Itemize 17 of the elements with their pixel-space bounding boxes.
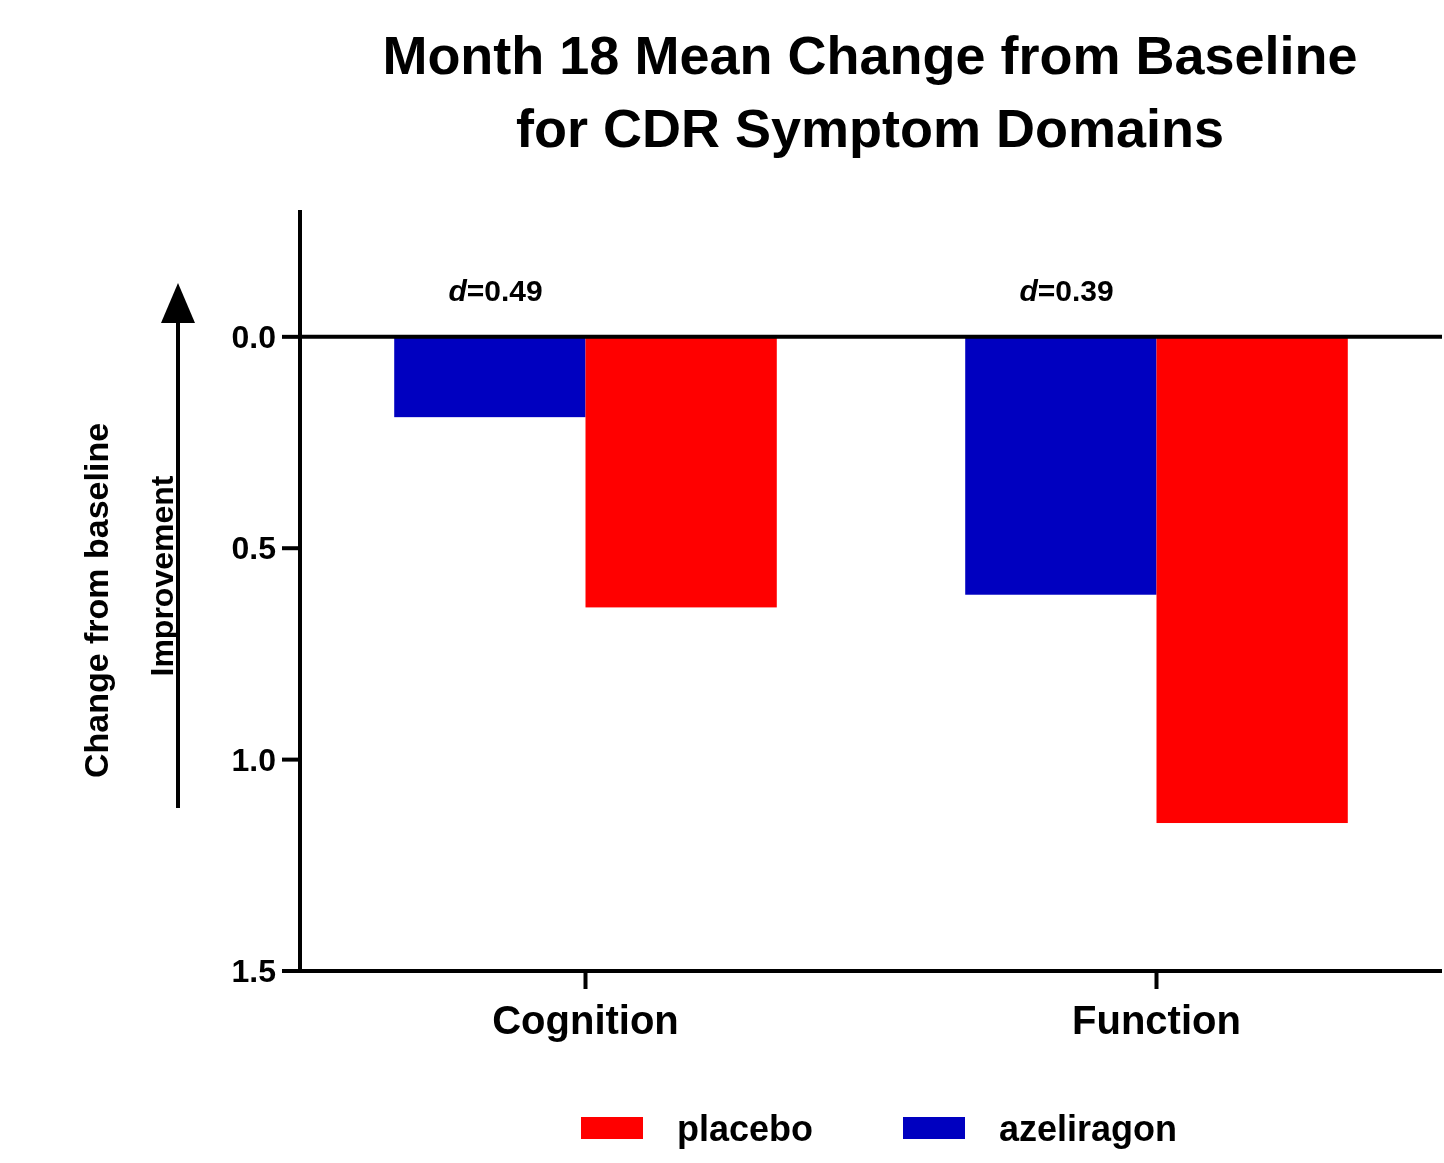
text: Improvement xyxy=(144,475,180,677)
chart-title: Month 18 Mean Change from Baseline for CDR Symptom Domains xyxy=(382,25,1358,158)
y-tick-label: 0.0 xyxy=(231,319,276,356)
bar xyxy=(1156,336,1348,824)
y-axis-title: Change from baseline xyxy=(77,422,115,779)
y-tick-label: 1.5 xyxy=(231,953,276,990)
bar xyxy=(394,336,586,418)
y-tick-label: 1.0 xyxy=(231,741,276,778)
legend-label: placebo xyxy=(677,1108,814,1149)
annotation: d=0.49 xyxy=(448,273,543,307)
bar xyxy=(965,336,1157,595)
x-tick-label: Function xyxy=(1072,998,1241,1042)
bar xyxy=(585,336,777,608)
y-tick-label: 0.5 xyxy=(231,530,276,567)
annotation: d=0.39 xyxy=(1019,273,1114,307)
x-tick-label: Cognition xyxy=(492,998,679,1042)
legend-label: azeliragon xyxy=(999,1108,1178,1149)
